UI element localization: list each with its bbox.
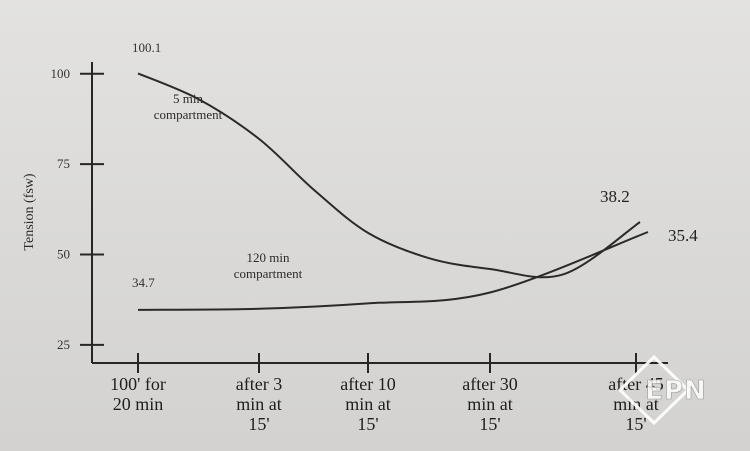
x-ticks: 100' for 20 min after 3 min at 15' after 10 mi… xyxy=(110,353,664,434)
series-line-1 xyxy=(137,72,641,279)
y-tick-label: 100 xyxy=(51,66,71,81)
y-tick-label: 75 xyxy=(57,156,70,171)
end-value-label: 38.2 xyxy=(600,187,630,206)
y-ticks: 25 50 75 100 xyxy=(51,66,104,352)
series-annotation: 120 min compartment xyxy=(234,250,303,281)
x-tick-label: after 30 min at 15' xyxy=(462,374,517,434)
x-tick-label: after 10 min at 15' xyxy=(340,374,395,434)
y-axis-label: Tension (fsw) xyxy=(22,173,37,251)
end-value-label: 35.4 xyxy=(668,226,698,245)
x-tick-label: 100' for 20 min xyxy=(110,374,166,414)
x-tick-label: after 3 min at 15' xyxy=(236,374,282,434)
y-tick-label: 50 xyxy=(57,247,70,262)
series-line-2 xyxy=(137,231,649,311)
start-value-label: 100.1 xyxy=(132,40,161,55)
start-value-label: 34.7 xyxy=(132,275,155,290)
series-annotation: 5 min compartment xyxy=(154,91,223,122)
watermark-text: EPN xyxy=(645,376,707,406)
watermark-logo: EPN xyxy=(617,354,707,426)
y-tick-label: 25 xyxy=(57,337,70,352)
series-layer: 100.1 38.2 5 min compartment 34.7 35.4 120 min… xyxy=(132,40,698,311)
